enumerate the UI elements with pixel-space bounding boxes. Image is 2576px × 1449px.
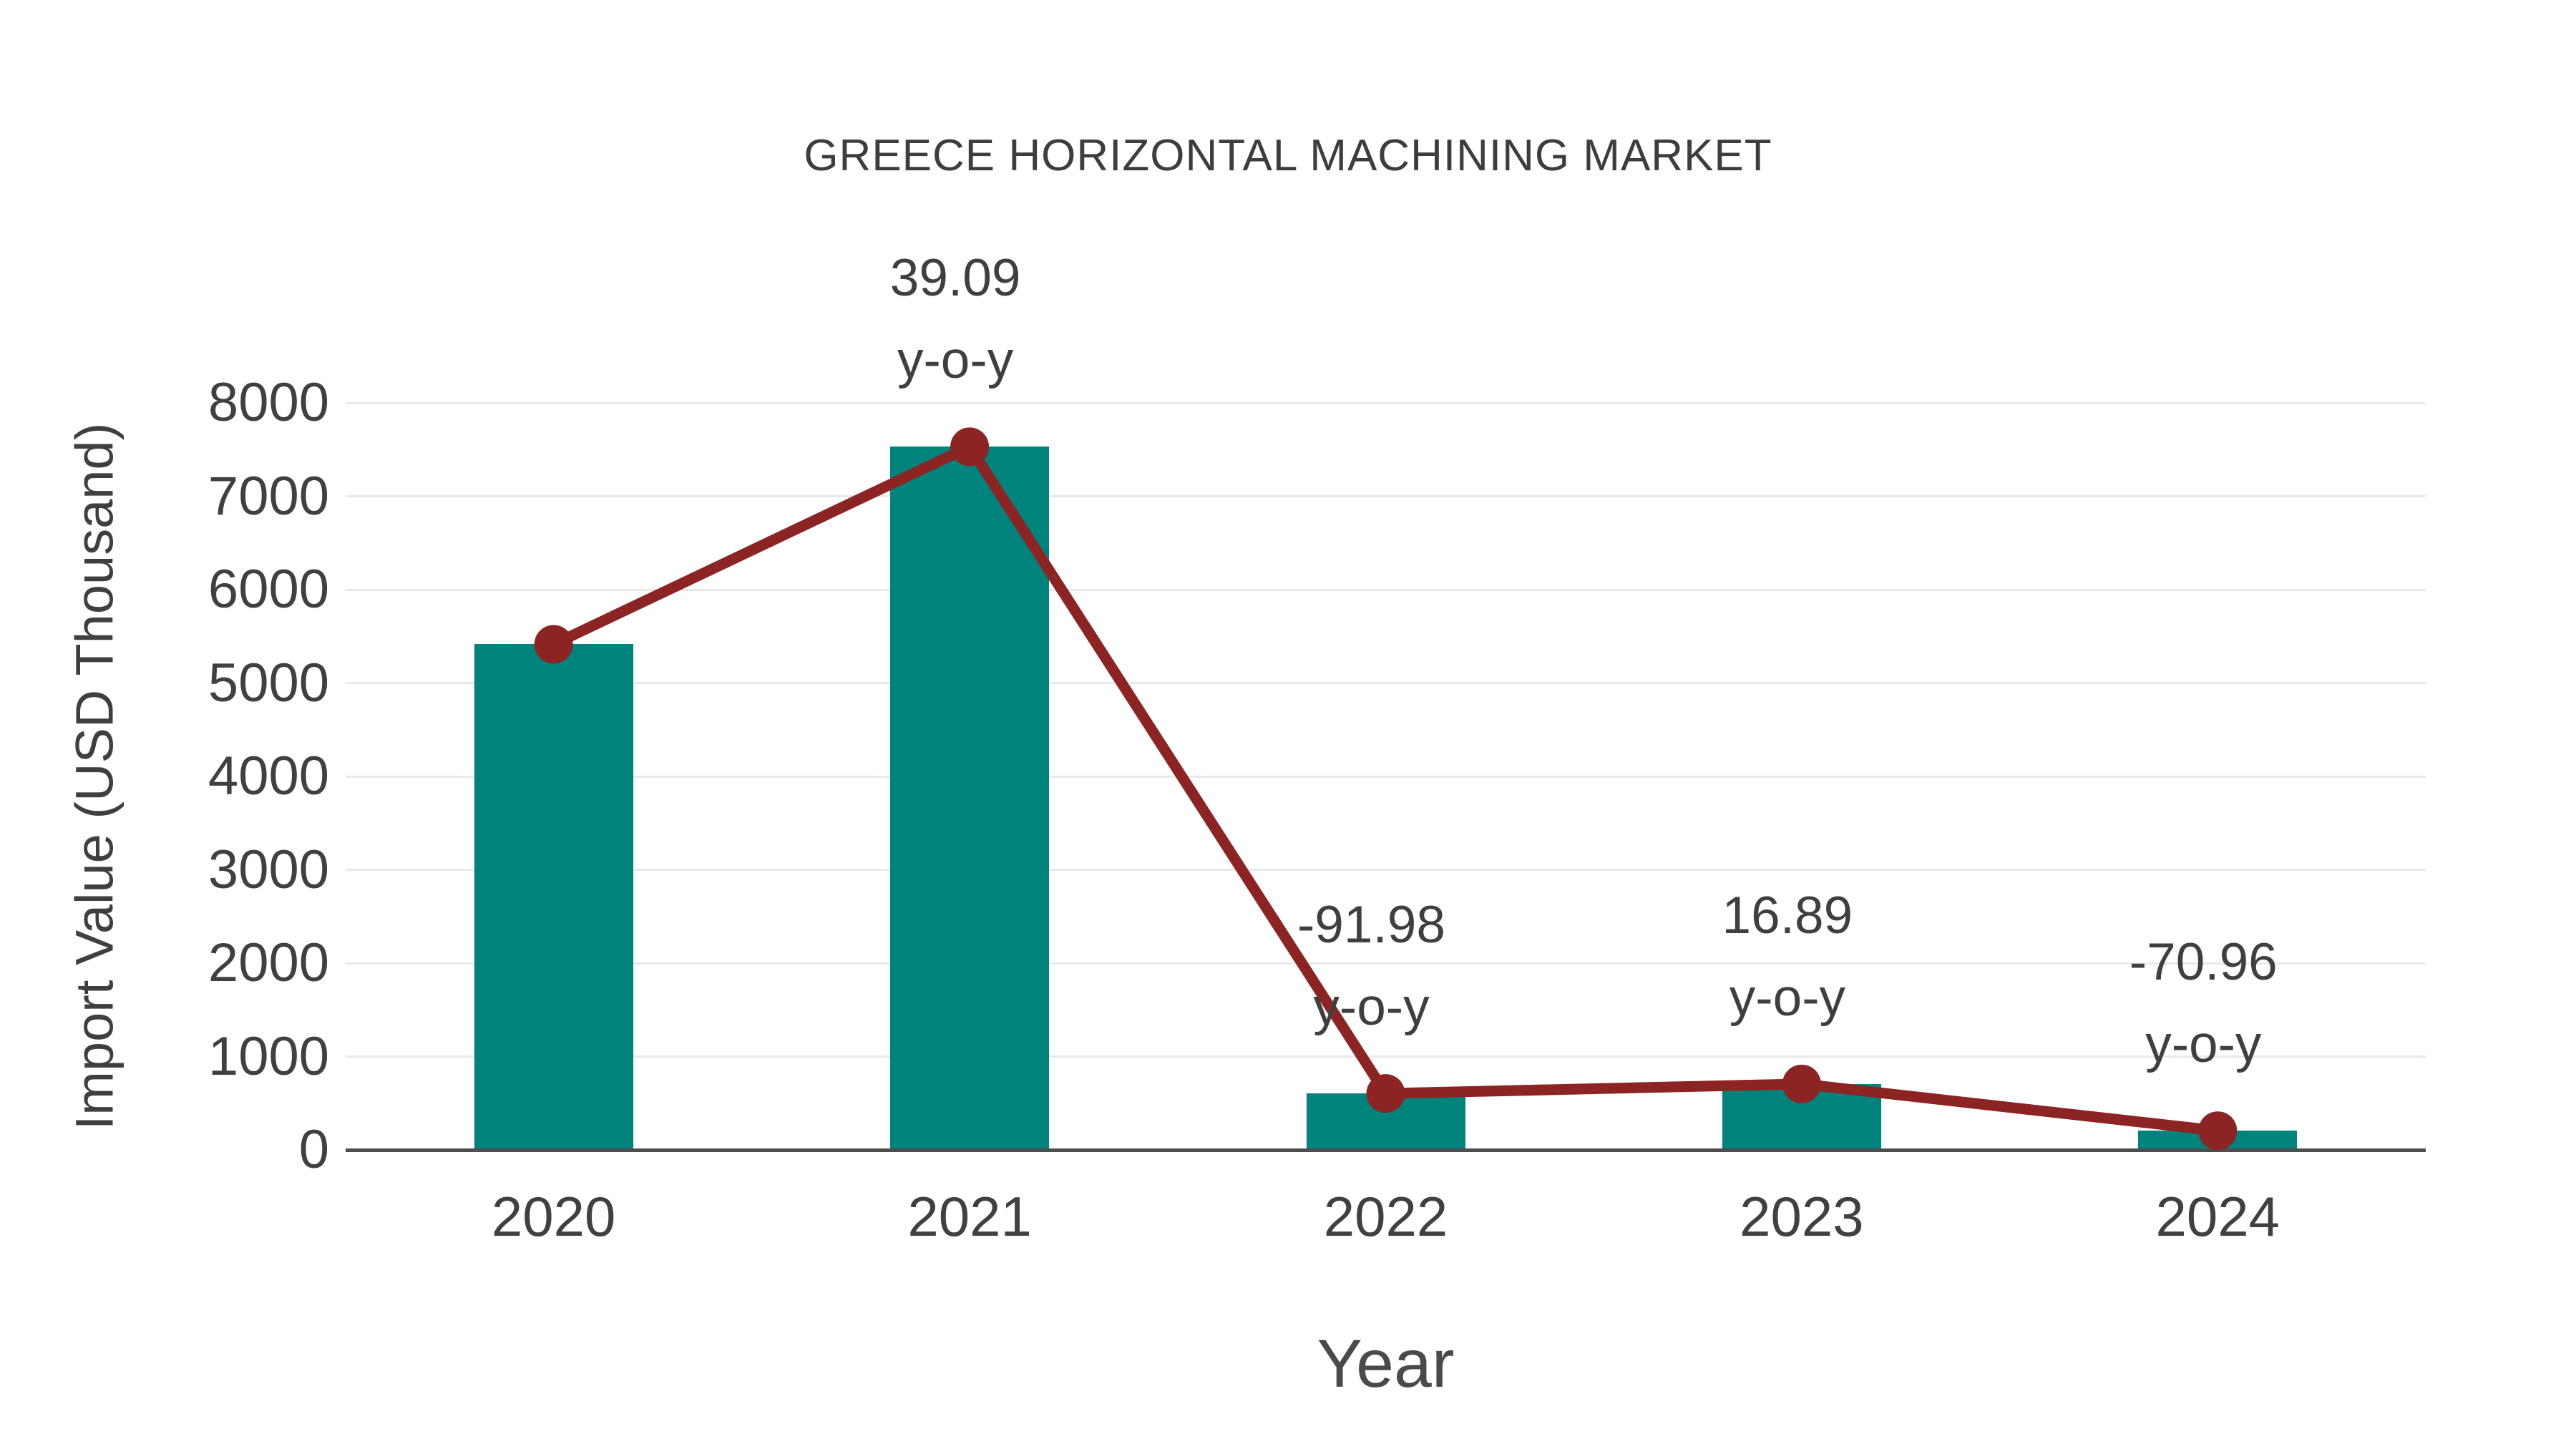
trend-marker-2023 <box>1782 1064 1821 1103</box>
y-tick-label-7000: 7000 <box>208 465 329 527</box>
x-tick-label-2024: 2024 <box>2155 1185 2280 1248</box>
x-axis-line <box>346 1148 2426 1152</box>
gridline-5000 <box>346 682 2426 684</box>
y-tick-label-0: 0 <box>298 1119 329 1180</box>
yoy-value: 16.89 <box>1722 886 1853 945</box>
chart-title: GREECE HORIZONTAL MACHINING MARKET <box>804 131 1772 180</box>
gridline-3000 <box>346 869 2426 871</box>
yoy-value: -91.98 <box>1297 896 1445 955</box>
gridline-7000 <box>346 495 2426 497</box>
gridline-4000 <box>346 775 2426 778</box>
y-tick-label-4000: 4000 <box>208 746 329 806</box>
y-tick-label-2000: 2000 <box>208 932 329 993</box>
x-tick-label-2021: 2021 <box>907 1185 1032 1248</box>
bar-2021 <box>890 447 1050 1150</box>
gridline-1000 <box>346 1055 2426 1058</box>
gridline-6000 <box>346 588 2426 591</box>
y-tick-label-1000: 1000 <box>208 1025 329 1087</box>
trend-marker-2022 <box>1366 1074 1405 1113</box>
x-axis-title: Year <box>1317 1326 1455 1402</box>
x-tick-label-2023: 2023 <box>1740 1185 1864 1248</box>
y-tick-label-8000: 8000 <box>208 372 329 433</box>
yoy-label-2024: -70.96 y-o-y <box>1989 921 2418 1085</box>
yoy-unit: y-o-y <box>1729 968 1845 1027</box>
yoy-value: -70.96 <box>2129 933 2278 992</box>
trend-marker-2021 <box>950 427 990 467</box>
yoy-label-2021: 39.09 y-o-y <box>741 237 1170 401</box>
trend-marker-2020 <box>534 625 573 664</box>
y-tick-label-3000: 3000 <box>208 839 329 900</box>
y-tick-label-5000: 5000 <box>208 652 329 713</box>
y-tick-label-6000: 6000 <box>208 559 329 620</box>
trend-marker-2024 <box>2198 1111 2238 1151</box>
yoy-label-2023: 16.89 y-o-y <box>1573 874 2002 1039</box>
bar-2020 <box>474 644 633 1150</box>
x-tick-label-2022: 2022 <box>1323 1185 1448 1248</box>
yoy-unit: y-o-y <box>897 331 1014 390</box>
yoy-unit: y-o-y <box>1313 978 1430 1037</box>
gridline-2000 <box>346 962 2426 965</box>
gridline-8000 <box>346 401 2426 404</box>
yoy-value: 39.09 <box>889 249 1021 308</box>
x-tick-label-2020: 2020 <box>491 1185 616 1248</box>
yoy-unit: y-o-y <box>2145 1015 2262 1074</box>
yoy-label-2022: -91.98 y-o-y <box>1157 884 1586 1048</box>
